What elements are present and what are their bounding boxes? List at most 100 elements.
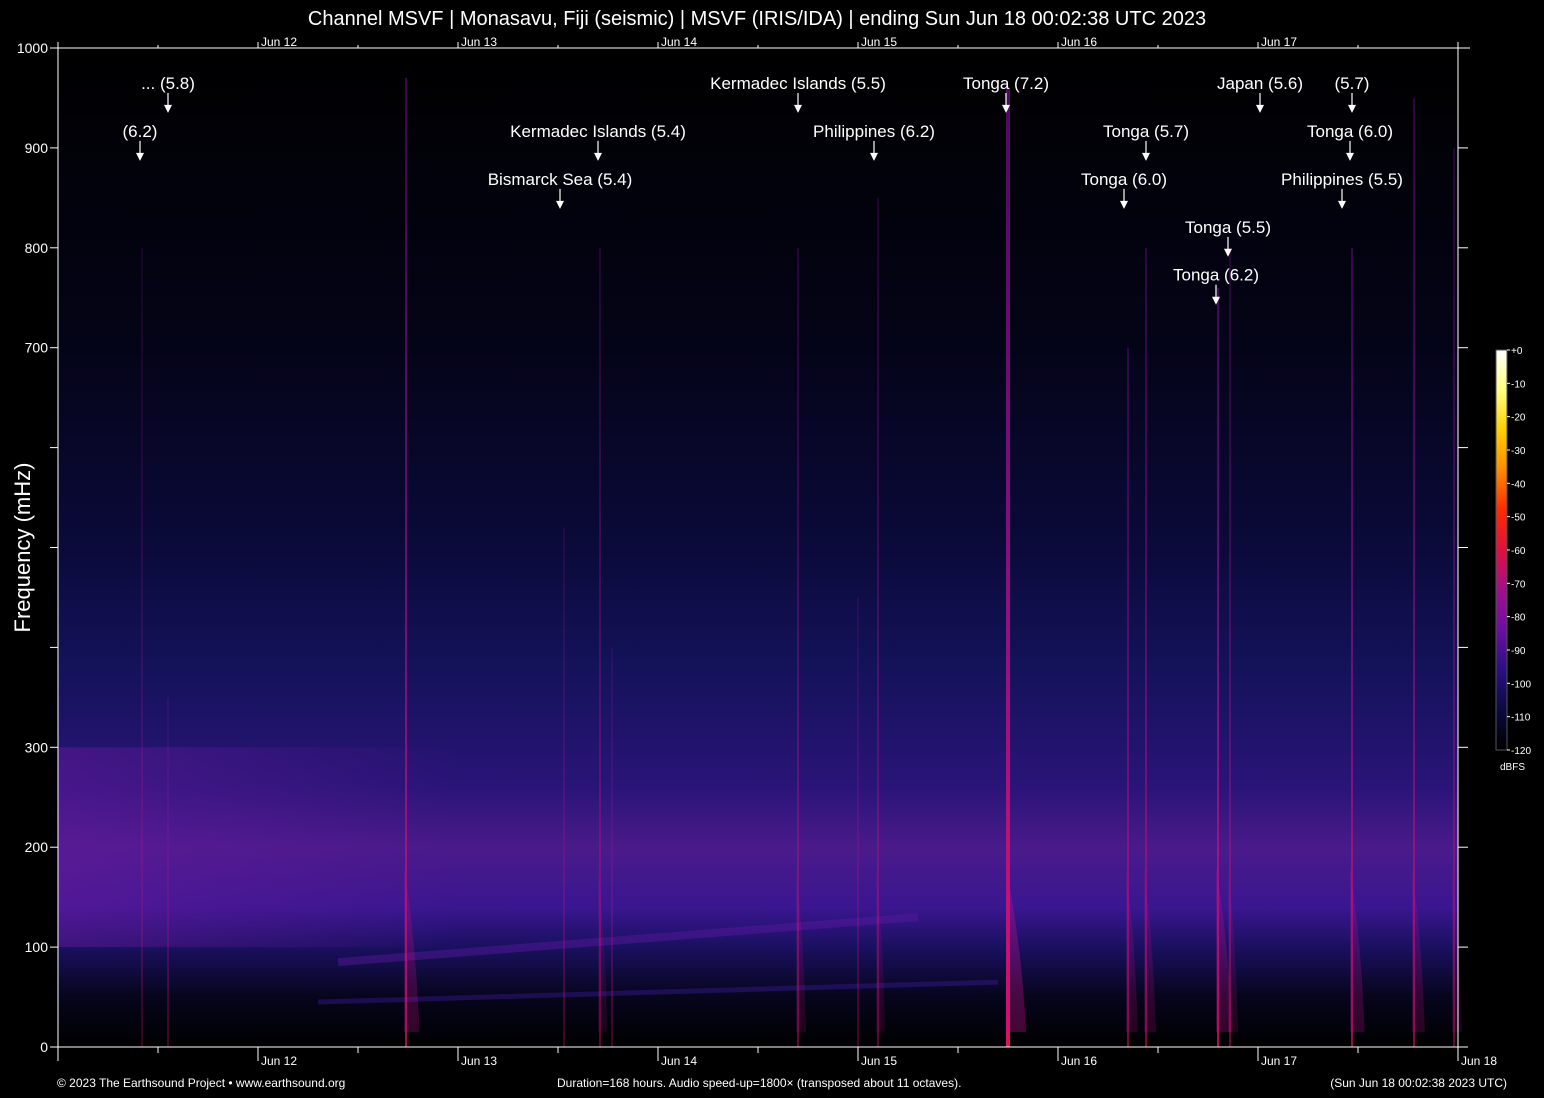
x-tick-label: Jun 14 — [661, 1054, 697, 1068]
event-streak — [1229, 247, 1231, 1048]
y-axis-label: Frequency (mHz) — [10, 463, 35, 633]
event-label: Tonga (6.2) — [1173, 266, 1259, 285]
event-surface-wave — [1006, 867, 1026, 1033]
event-arrow-head — [1348, 104, 1356, 113]
event-label: Kermadec Islands (5.4) — [510, 122, 686, 141]
y-tick-label: 0 — [40, 1039, 48, 1055]
event-surface-wave — [1452, 867, 1463, 1033]
x-tick-label: Jun 15 — [861, 1054, 897, 1068]
x-tick-label: Jun 17 — [1261, 1054, 1297, 1068]
event-streak — [1217, 287, 1219, 1047]
colorbar-tick-label: -100 — [1511, 679, 1531, 690]
colorbar-tick-label: -10 — [1511, 379, 1526, 390]
x-tick-label-top: Jun 13 — [461, 35, 497, 49]
colorbar-tick-label: -20 — [1511, 413, 1526, 424]
event-arrow-head — [1212, 296, 1220, 305]
colorbar — [1495, 349, 1508, 751]
event-label: (6.2) — [123, 122, 158, 141]
event-streak — [167, 697, 169, 1047]
event-arrow-head — [1346, 152, 1354, 161]
y-tick-label: 700 — [25, 340, 49, 356]
x-tick-label: Jun 13 — [461, 1054, 497, 1068]
colorbar-tick-label: -30 — [1511, 446, 1526, 457]
event-surface-wave — [1350, 867, 1365, 1033]
colorbar-tick-label: -60 — [1511, 546, 1526, 557]
event-surface-wave — [1144, 867, 1156, 1033]
event-streak — [611, 647, 613, 1047]
event-surface-wave — [1216, 867, 1233, 1033]
footer-duration: Duration=168 hours. Audio speed-up=1800×… — [557, 1076, 962, 1090]
colorbar-unit-label: dBFS — [1500, 762, 1526, 773]
event-arrow-head — [1142, 152, 1150, 161]
y-tick-label: 900 — [25, 140, 49, 156]
event-arrow-head — [1002, 104, 1010, 113]
event-streak — [563, 527, 565, 1047]
colorbar-tick-label: -70 — [1511, 579, 1526, 590]
y-tick-label: 800 — [25, 240, 49, 256]
event-streak — [405, 77, 407, 1048]
event-streak — [141, 247, 143, 1048]
event-arrow-head — [870, 152, 878, 161]
event-arrow-head — [136, 152, 144, 161]
event-streak — [1145, 247, 1147, 1048]
x-tick-label-top: Jun 17 — [1261, 35, 1297, 49]
y-tick-label: 1000 — [17, 40, 48, 56]
event-arrow-head — [164, 104, 172, 113]
y-tick-label: 200 — [25, 839, 49, 855]
event-arrow-head — [1120, 200, 1128, 209]
event-label: Tonga (5.5) — [1185, 218, 1271, 237]
x-tick-label-top: Jun 15 — [861, 35, 897, 49]
event-surface-wave — [1126, 867, 1138, 1033]
event-arrow-head — [794, 104, 802, 113]
page-title: Channel MSVF | Monasavu, Fiji (seismic) … — [307, 8, 1207, 30]
x-tick-label: Jun 16 — [1061, 1054, 1097, 1068]
event-label: Tonga (6.0) — [1307, 122, 1393, 141]
event-arrow-head — [1224, 248, 1232, 257]
event-surface-wave — [598, 867, 608, 1033]
event-streak — [797, 247, 799, 1048]
footer-timestamp: (Sun Jun 18 00:02:38 2023 UTC) — [1330, 1076, 1507, 1090]
event-surface-wave — [1412, 867, 1425, 1033]
event-label: Japan (5.6) — [1217, 74, 1303, 93]
event-arrow-head — [1256, 104, 1264, 113]
y-tick-label: 100 — [25, 939, 49, 955]
spectrogram-tone-upper — [337, 913, 919, 967]
colorbar-tick-label: -80 — [1511, 613, 1526, 624]
event-label: ... (5.8) — [141, 74, 195, 93]
event-streak — [877, 197, 879, 1048]
event-streak — [599, 247, 601, 1048]
event-surface-wave — [404, 867, 420, 1033]
event-label: Kermadec Islands (5.5) — [710, 74, 886, 93]
colorbar-tick-label: -40 — [1511, 479, 1526, 490]
colorbar-tick-label: -50 — [1511, 513, 1526, 524]
y-tick-label: 300 — [25, 739, 49, 755]
event-label: Tonga (5.7) — [1103, 122, 1189, 141]
x-tick-label: Jun 18 — [1461, 1054, 1497, 1068]
spectrogram-left-glow — [58, 747, 458, 948]
x-tick-label: Jun 12 — [261, 1054, 297, 1068]
event-streak — [1006, 87, 1010, 1047]
event-label: Philippines (5.5) — [1281, 170, 1403, 189]
event-streak — [1127, 347, 1129, 1047]
colorbar-tick-label: -120 — [1511, 746, 1531, 757]
colorbar-tick-label: -110 — [1511, 713, 1531, 724]
x-tick-label-top: Jun 12 — [261, 35, 297, 49]
spectrogram-tone-lower — [317, 979, 999, 1005]
event-arrow-head — [1338, 200, 1346, 209]
event-streak — [857, 597, 859, 1047]
event-streak — [1413, 97, 1415, 1047]
colorbar-tick-label: -90 — [1511, 646, 1526, 657]
event-label: (5.7) — [1335, 74, 1370, 93]
event-arrow-head — [594, 152, 602, 161]
event-surface-wave — [876, 867, 886, 1033]
event-surface-wave — [796, 867, 807, 1033]
x-tick-label-top: Jun 14 — [661, 35, 697, 49]
colorbar-tick-label: +0 — [1511, 346, 1523, 357]
event-streak — [1351, 247, 1353, 1048]
event-label: Bismarck Sea (5.4) — [488, 170, 633, 189]
event-label: Tonga (6.0) — [1081, 170, 1167, 189]
event-streak — [1453, 147, 1455, 1047]
footer-copyright: © 2023 The Earthsound Project • www.eart… — [57, 1076, 346, 1090]
event-arrow-head — [556, 200, 564, 209]
